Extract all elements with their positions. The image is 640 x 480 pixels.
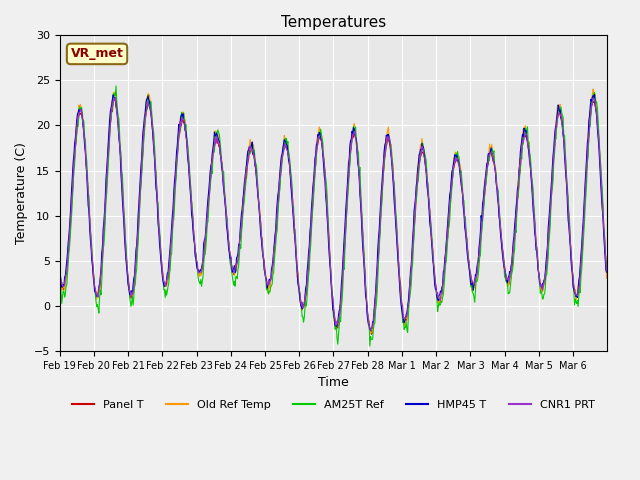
HMP45 T: [390, 198, 398, 204]
Title: Temperatures: Temperatures: [281, 15, 386, 30]
Old Ref Temp: [248, 144, 255, 150]
Panel T: [391, 198, 399, 204]
Panel T: [422, 163, 429, 168]
Old Ref Temp: [367, 330, 374, 336]
AM25T Ref: [603, 267, 611, 273]
Panel T: [603, 264, 611, 269]
AM25T Ref: [366, 343, 374, 349]
CNR1 PRT: [390, 185, 398, 191]
Old Ref Temp: [120, 216, 127, 222]
AM25T Ref: [121, 216, 129, 222]
HMP45 T: [603, 269, 611, 275]
Line: Panel T: Panel T: [60, 100, 607, 334]
CNR1 PRT: [120, 213, 127, 219]
HMP45 T: [248, 144, 255, 149]
Line: CNR1 PRT: CNR1 PRT: [60, 98, 607, 331]
Old Ref Temp: [56, 275, 63, 281]
AM25T Ref: [269, 272, 276, 277]
Old Ref Temp: [268, 270, 276, 276]
Panel T: [367, 331, 375, 337]
HMP45 T: [591, 92, 598, 97]
HMP45 T: [268, 263, 276, 269]
Panel T: [221, 198, 229, 204]
HMP45 T: [56, 269, 63, 275]
CNR1 PRT: [367, 328, 375, 334]
HMP45 T: [367, 327, 374, 333]
AM25T Ref: [112, 83, 120, 89]
AM25T Ref: [221, 194, 229, 200]
CNR1 PRT: [221, 192, 228, 198]
Old Ref Temp: [421, 152, 429, 157]
Panel T: [56, 269, 63, 275]
AM25T Ref: [56, 272, 63, 277]
Old Ref Temp: [603, 276, 611, 281]
CNR1 PRT: [268, 267, 276, 273]
HMP45 T: [221, 195, 228, 201]
CNR1 PRT: [56, 269, 63, 275]
AM25T Ref: [248, 141, 256, 147]
CNR1 PRT: [248, 145, 255, 151]
Panel T: [145, 97, 152, 103]
AM25T Ref: [391, 192, 399, 197]
CNR1 PRT: [590, 95, 598, 101]
HMP45 T: [120, 220, 127, 226]
X-axis label: Time: Time: [318, 376, 349, 389]
CNR1 PRT: [421, 156, 429, 162]
Line: AM25T Ref: AM25T Ref: [60, 86, 607, 346]
Panel T: [120, 211, 127, 216]
Y-axis label: Temperature (C): Temperature (C): [15, 142, 28, 244]
Old Ref Temp: [390, 189, 398, 194]
Legend: Panel T, Old Ref Temp, AM25T Ref, HMP45 T, CNR1 PRT: Panel T, Old Ref Temp, AM25T Ref, HMP45 …: [68, 396, 599, 415]
HMP45 T: [421, 156, 429, 162]
Panel T: [269, 262, 276, 268]
Panel T: [248, 144, 256, 150]
Old Ref Temp: [589, 86, 597, 92]
Text: VR_met: VR_met: [70, 48, 124, 60]
Line: Old Ref Temp: Old Ref Temp: [60, 89, 607, 333]
CNR1 PRT: [603, 268, 611, 274]
Old Ref Temp: [221, 188, 228, 194]
Line: HMP45 T: HMP45 T: [60, 95, 607, 330]
AM25T Ref: [422, 154, 429, 160]
